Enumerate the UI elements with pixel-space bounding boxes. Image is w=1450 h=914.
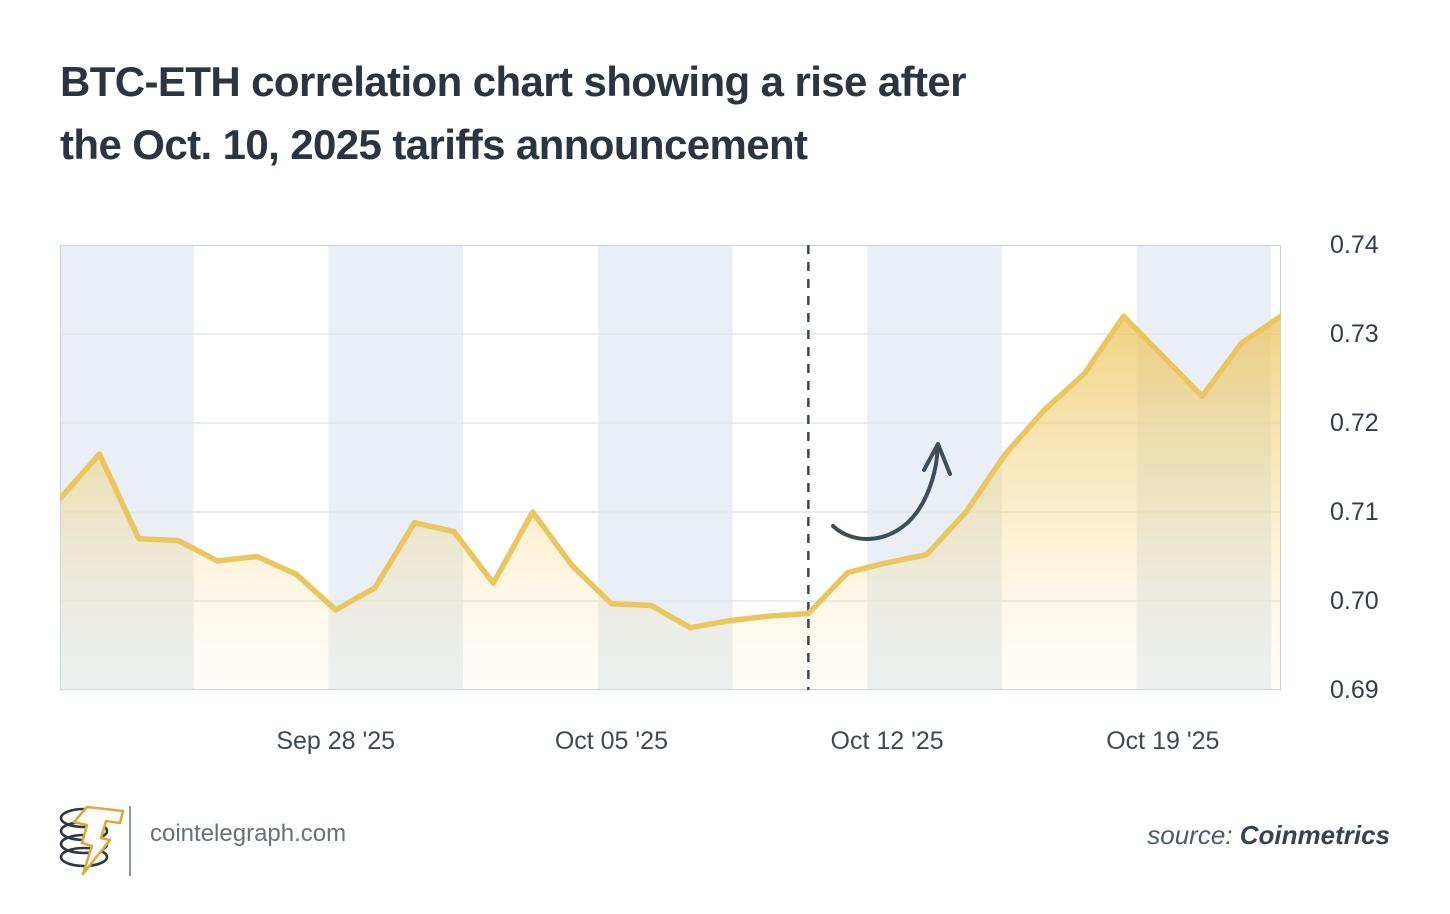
area-fill bbox=[60, 316, 1281, 690]
footer-site-url: cointelegraph.com bbox=[150, 820, 347, 847]
chart-title: BTC-ETH correlation chart showing a rise… bbox=[60, 50, 1400, 176]
y-axis-tick-label: 0.69 bbox=[1330, 676, 1379, 704]
lightning-bolt-icon bbox=[72, 805, 125, 876]
correlation-line bbox=[60, 313, 1281, 631]
y-axis-tick-label: 0.73 bbox=[1330, 320, 1379, 348]
y-axis-tick-label: 0.70 bbox=[1330, 587, 1379, 615]
y-axis-tick-label: 0.71 bbox=[1330, 498, 1379, 526]
footer-source: source: Coinmetrics bbox=[1147, 818, 1390, 852]
footer-divider bbox=[129, 806, 131, 876]
x-axis-tick-label: Oct 05 '25 bbox=[554, 727, 668, 755]
rise-arrow bbox=[831, 447, 940, 541]
chart-title-line1: BTC-ETH correlation chart showing a rise… bbox=[60, 58, 967, 105]
x-axis-tick-label: Oct 12 '25 bbox=[830, 727, 944, 755]
y-axis-tick-label: 0.72 bbox=[1330, 409, 1379, 437]
correlation-chart bbox=[60, 245, 1281, 690]
source-name: Coinmetrics bbox=[1239, 820, 1390, 850]
rise-arrow-head bbox=[922, 442, 952, 476]
x-axis-tick-label: Sep 28 '25 bbox=[276, 727, 396, 755]
cointelegraph-logo-icon bbox=[59, 805, 125, 876]
x-axis-tick-label: Oct 19 '25 bbox=[1106, 727, 1220, 755]
source-label: source: bbox=[1147, 820, 1240, 850]
chart-title-line2: the Oct. 10, 2025 tariffs announcement bbox=[60, 121, 808, 168]
y-axis-tick-label: 0.74 bbox=[1330, 231, 1379, 259]
